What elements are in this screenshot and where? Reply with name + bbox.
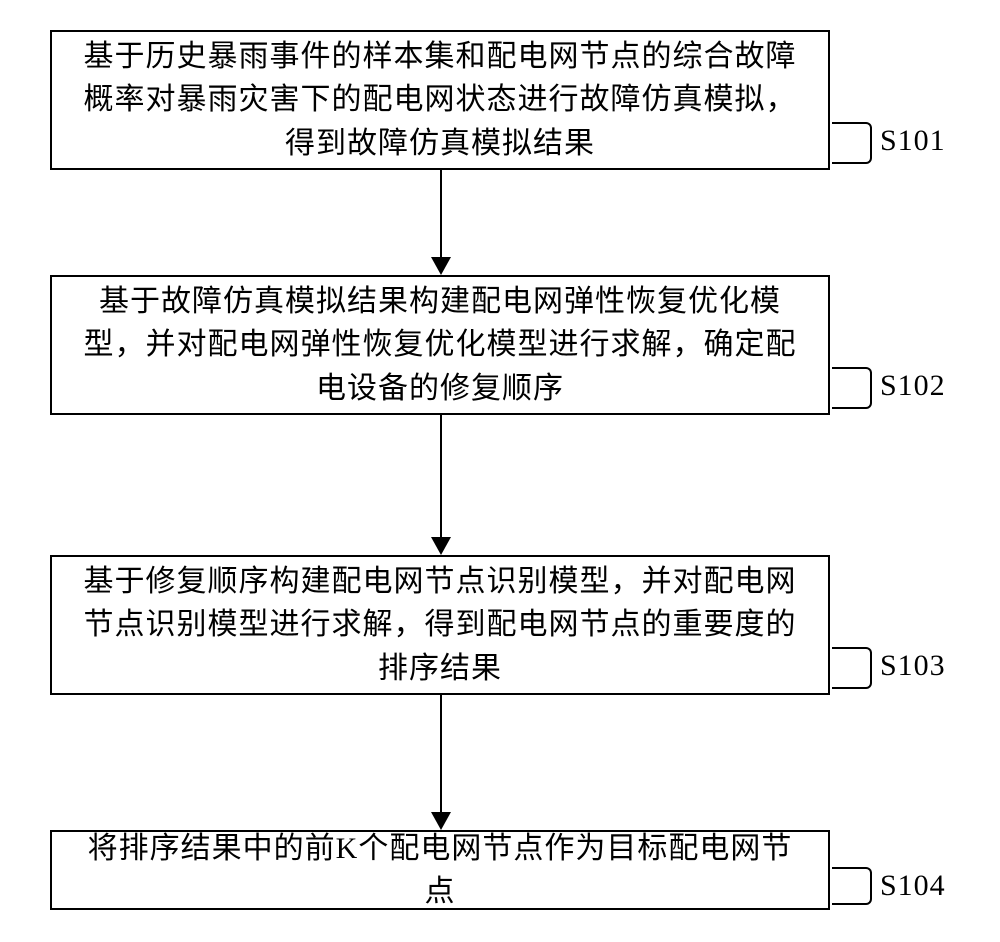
flow-step-s104-brace: [832, 867, 872, 905]
flow-step-s103: 基于修复顺序构建配电网节点识别模型，并对配电网节点识别模型进行求解，得到配电网节…: [50, 555, 830, 695]
flow-step-s104-text: 将排序结果中的前K个配电网节点作为目标配电网节点: [76, 827, 804, 914]
flowchart-canvas: 基于历史暴雨事件的样本集和配电网节点的综合故障概率对暴雨灾害下的配电网状态进行故…: [0, 0, 1000, 942]
flow-step-s102: 基于故障仿真模拟结果构建配电网弹性恢复优化模型，并对配电网弹性恢复优化模型进行求…: [50, 275, 830, 415]
flow-step-s102-text: 基于故障仿真模拟结果构建配电网弹性恢复优化模型，并对配电网弹性恢复优化模型进行求…: [76, 280, 804, 411]
flow-arrow-1-line: [440, 170, 442, 257]
flow-arrow-2-head: [431, 537, 451, 555]
flow-arrow-1-head: [431, 257, 451, 275]
flow-step-s104: 将排序结果中的前K个配电网节点作为目标配电网节点: [50, 830, 830, 910]
flow-step-s101-text: 基于历史暴雨事件的样本集和配电网节点的综合故障概率对暴雨灾害下的配电网状态进行故…: [76, 35, 804, 166]
flow-step-s103-label: S103: [880, 649, 946, 683]
flow-step-s104-label: S104: [880, 869, 946, 903]
flow-step-s101: 基于历史暴雨事件的样本集和配电网节点的综合故障概率对暴雨灾害下的配电网状态进行故…: [50, 30, 830, 170]
flow-step-s102-label: S102: [880, 369, 946, 403]
flow-step-s101-label: S101: [880, 124, 946, 158]
flow-step-s103-brace: [832, 647, 872, 689]
flow-step-s102-brace: [832, 367, 872, 409]
flow-step-s103-text: 基于修复顺序构建配电网节点识别模型，并对配电网节点识别模型进行求解，得到配电网节…: [76, 560, 804, 691]
flow-arrow-2-line: [440, 415, 442, 537]
flow-step-s101-brace: [832, 122, 872, 164]
flow-arrow-3-line: [440, 695, 442, 812]
